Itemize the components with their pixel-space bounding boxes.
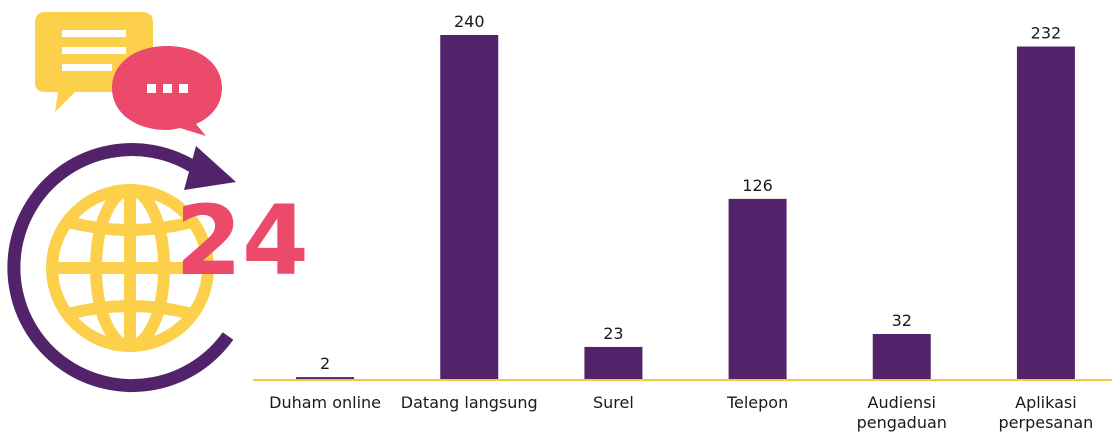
value-label: 240 <box>454 12 485 31</box>
bubble-line <box>62 30 126 37</box>
bar <box>296 377 355 380</box>
globe <box>46 184 214 352</box>
bar <box>440 35 499 380</box>
x-tick-label: Datang langsung <box>401 393 538 412</box>
icon-label: 24 <box>175 185 309 297</box>
bar <box>1016 46 1075 380</box>
circular-arrow <box>7 143 234 392</box>
value-label: 126 <box>742 176 773 195</box>
value-label: 2 <box>320 354 330 373</box>
bubble-dot <box>147 84 156 93</box>
value-label: 32 <box>892 311 912 330</box>
x-tick-label: Duham online <box>269 393 381 412</box>
value-label: 23 <box>603 324 623 343</box>
icon: 24 <box>7 12 309 392</box>
value-label: 232 <box>1031 24 1062 43</box>
x-tick-label: Telepon <box>726 393 788 412</box>
bar <box>728 198 787 380</box>
bar <box>584 346 643 380</box>
x-tick-label: Surel <box>593 393 634 412</box>
bar <box>872 334 931 380</box>
arrow-head <box>184 146 236 190</box>
bubble-line <box>62 47 126 54</box>
bubble-dot <box>179 84 188 93</box>
x-tick-label: Aplikasi perpesanan <box>999 393 1094 432</box>
x-tick-label: Audiensi pengaduan <box>857 393 947 432</box>
bubble-line <box>62 64 112 71</box>
bubble-dot <box>163 84 172 93</box>
